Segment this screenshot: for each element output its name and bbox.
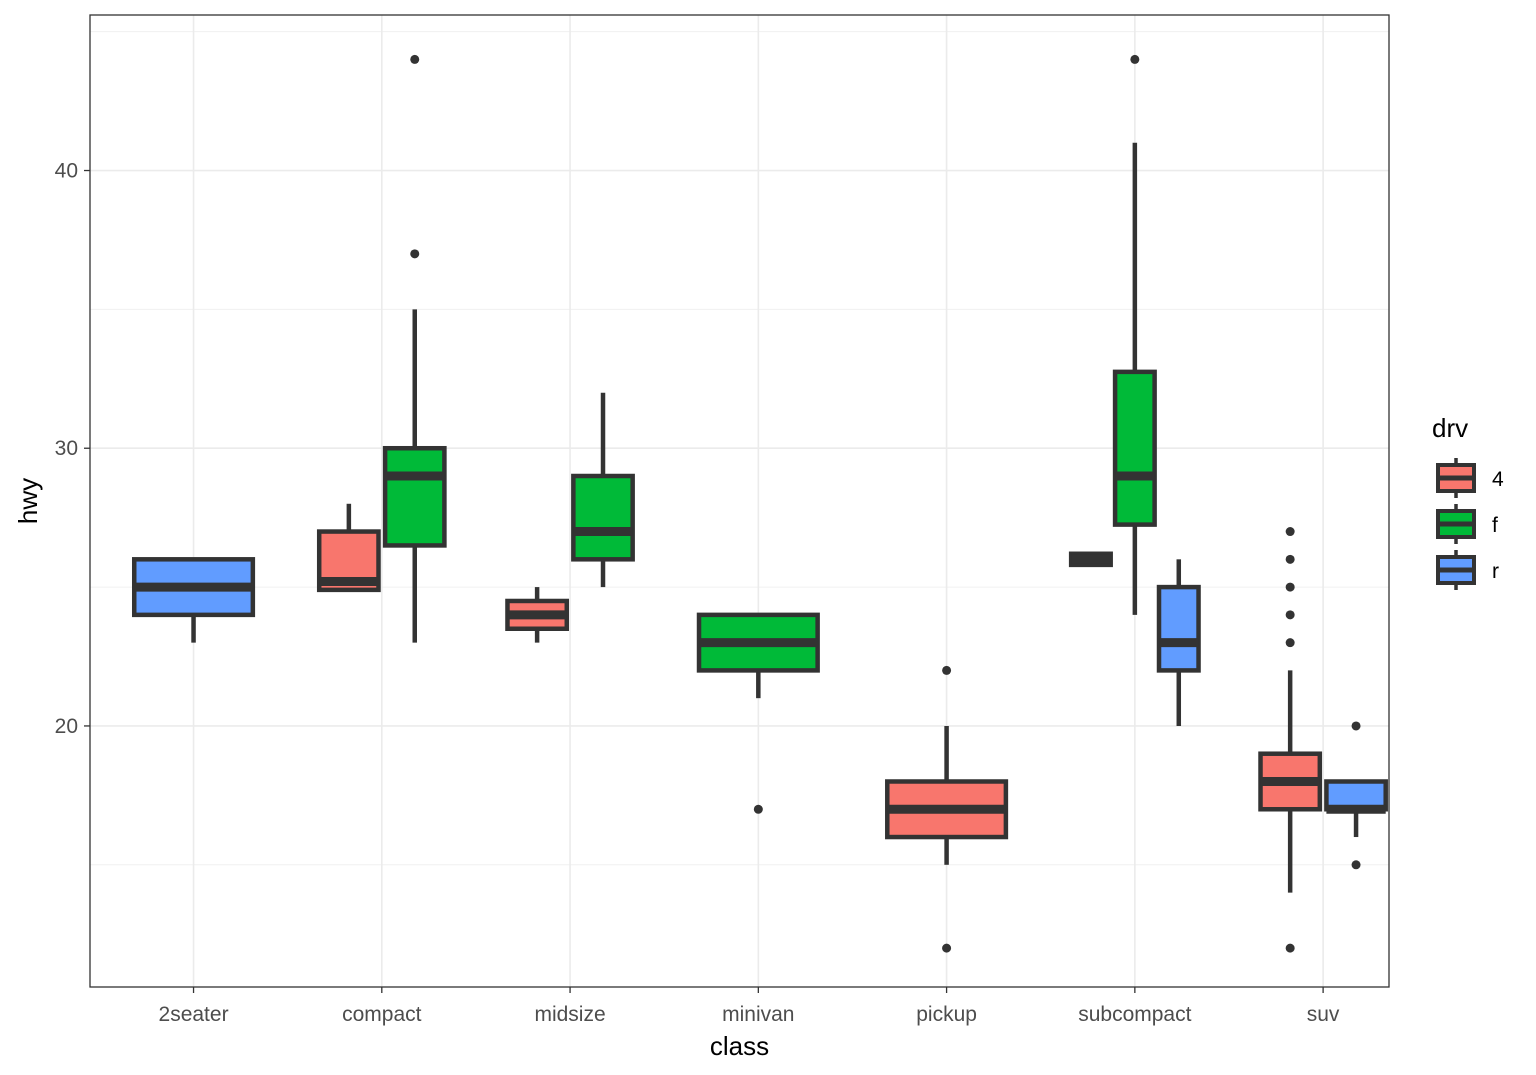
axes-layer: 20 30 40 2seater compact midsize minivan pickup… (55, 160, 1340, 1026)
x-tick-label: pickup (916, 1003, 977, 1026)
box-body (1112, 369, 1157, 527)
outlier-point (1351, 721, 1361, 731)
legend-label: 4 (1492, 468, 1504, 491)
box-pickup-4 (885, 665, 1009, 953)
legend-title: drv (1432, 413, 1468, 443)
outlier-point (1351, 860, 1361, 870)
legend: drv 4 fr (1432, 413, 1504, 590)
box-suv-r (1324, 721, 1388, 870)
legend-label: f (1492, 514, 1498, 537)
x-tick-label: 2seater (159, 1003, 229, 1026)
y-tick-label: 20 (55, 715, 78, 738)
box-suv-4 (1258, 527, 1323, 953)
box-subcompact-r (1156, 559, 1201, 726)
box-subcompact-f (1112, 54, 1157, 615)
outlier-point (1285, 554, 1295, 564)
y-tick-label: 30 (55, 437, 78, 460)
y-tick-label: 40 (55, 160, 78, 183)
box-body (382, 445, 447, 548)
x-tick-label: minivan (722, 1003, 794, 1026)
outlier-point (1285, 638, 1295, 648)
box-2seater-r (131, 557, 256, 643)
outlier-point (1285, 582, 1295, 592)
outlier-point (1130, 54, 1140, 64)
x-tick-label: compact (342, 1003, 422, 1026)
box-midsize-4 (505, 587, 570, 643)
y-axis-title: hwy (13, 478, 43, 524)
legend-key-r: r (1436, 550, 1499, 590)
box-body (571, 473, 635, 562)
outlier-point (410, 54, 420, 64)
box-minivan-f (696, 612, 820, 814)
panel-border (89, 14, 1390, 988)
box-subcompact-4 (1068, 551, 1113, 568)
box-midsize-f (571, 392, 635, 588)
outlier-point (1285, 943, 1295, 953)
outlier-point (1285, 610, 1295, 620)
legend-key-f: f (1436, 504, 1498, 544)
x-tick-label: subcompact (1078, 1003, 1191, 1026)
x-axis-title: class (710, 1031, 769, 1061)
box-body (1156, 584, 1201, 673)
outlier-point (942, 943, 952, 953)
outlier-point (753, 804, 763, 814)
box-compact-4 (316, 503, 381, 593)
x-tick-label: suv (1307, 1003, 1340, 1026)
boxes-layer (131, 54, 1388, 953)
box-compact-f (382, 54, 447, 643)
x-tick-label: midsize (534, 1003, 605, 1026)
legend-label: r (1492, 560, 1499, 583)
outlier-point (942, 665, 952, 675)
outlier-point (410, 249, 420, 259)
legend-key-4: 4 (1436, 458, 1504, 498)
outlier-point (1285, 527, 1295, 537)
